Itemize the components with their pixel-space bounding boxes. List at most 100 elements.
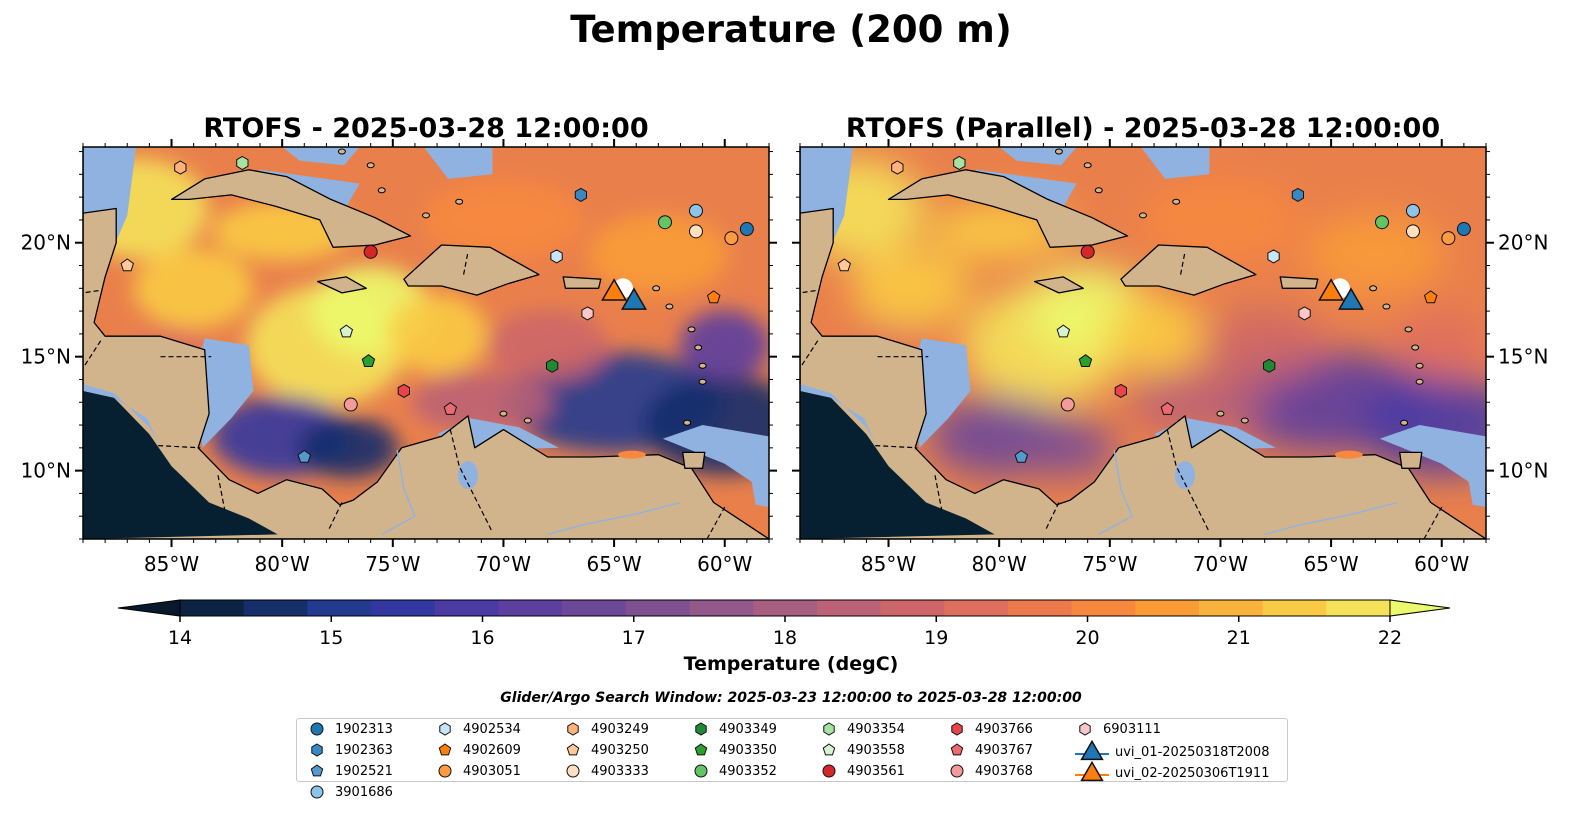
legend-item-4903768: 4903768 xyxy=(947,762,1033,780)
pentagon-marker-icon xyxy=(694,743,708,756)
argo-marker-4903349 xyxy=(546,358,559,373)
hexagon-marker-icon xyxy=(567,722,579,736)
colorbar-segment xyxy=(1262,600,1327,616)
argo-marker-4903349 xyxy=(1263,358,1276,373)
colorbar-segment xyxy=(1007,600,1073,616)
legend-label: 4903766 xyxy=(975,721,1033,737)
colorbar-segment xyxy=(434,600,499,616)
colorbar-tick-label: 16 xyxy=(470,627,495,649)
argo-marker-3901686 xyxy=(688,203,703,218)
argo-marker-1902521 xyxy=(297,449,312,463)
legend-item-uvi_01-20250318T2008: uvi_01-20250318T2008 xyxy=(1075,739,1270,763)
colorbar-tick-label: 17 xyxy=(621,627,646,649)
legend-label: 4902534 xyxy=(463,721,521,737)
legend-label: 4903352 xyxy=(719,763,777,779)
lon-tick-label: 80°W xyxy=(255,552,310,576)
argo-marker-1902313 xyxy=(739,222,754,237)
argo-marker-1902521 xyxy=(1014,449,1029,463)
legend-item-4903767: 4903767 xyxy=(947,741,1033,759)
lat-tick-label: 20°N xyxy=(21,231,71,255)
legend-item-4902609: 4902609 xyxy=(435,741,521,759)
argo-marker-4903333 xyxy=(688,224,703,239)
legend-label: 4903768 xyxy=(975,763,1033,779)
colorbar-tick-label: 14 xyxy=(167,627,193,649)
legend-item-4903561: 4903561 xyxy=(819,762,905,780)
colorbar xyxy=(117,599,1451,622)
pentagon-marker-icon xyxy=(950,743,964,756)
pacific-deep-water xyxy=(83,390,278,539)
colorbar-segment xyxy=(816,600,882,616)
colorbar-segment xyxy=(689,600,754,616)
nicaragua-shelf xyxy=(910,338,971,448)
colorbar-tick-label: 20 xyxy=(1075,627,1100,649)
argo-marker-4902534 xyxy=(1267,249,1280,264)
lon-tick-label: 60°W xyxy=(1414,552,1469,576)
argo-marker-4903558 xyxy=(339,324,354,338)
argo-marker-4903051 xyxy=(724,231,739,246)
hexagon-marker-icon xyxy=(951,722,963,736)
glider-marker-uvi_01-20250318T2008 xyxy=(620,287,648,310)
legend-item-3901686: 3901686 xyxy=(307,783,393,801)
argo-marker-4903249 xyxy=(174,160,187,175)
argo-marker-4903767 xyxy=(443,401,458,415)
argo-marker-4903561 xyxy=(363,244,378,259)
lon-tick-label: 85°W xyxy=(861,552,916,576)
argo-marker-4903352 xyxy=(1374,215,1389,230)
circle-marker-icon xyxy=(822,764,836,778)
argo-marker-4903766 xyxy=(1114,383,1127,398)
lon-tick-label: 65°W xyxy=(586,552,641,576)
pacific-deep-water xyxy=(800,390,995,539)
lat-tick-label: 20°N xyxy=(1498,231,1548,255)
argo-marker-4903352 xyxy=(657,215,672,230)
legend-item-4903250: 4903250 xyxy=(563,741,649,759)
lat-tick-label: 10°N xyxy=(1498,459,1548,483)
lat-tick-label: 10°N xyxy=(21,459,71,483)
colorbar-tick-label: 15 xyxy=(319,627,344,649)
legend-item-4903558: 4903558 xyxy=(819,741,905,759)
argo-marker-4903249 xyxy=(891,160,904,175)
argo-marker-4903766 xyxy=(397,383,410,398)
lon-tick-label: 70°W xyxy=(476,552,531,576)
lon-tick-label: 85°W xyxy=(144,552,199,576)
search-window-caption: Glider/Argo Search Window: 2025-03-23 12… xyxy=(500,690,1082,706)
lat-tick-label: 15°N xyxy=(1498,345,1548,369)
legend-label: 4903333 xyxy=(591,763,649,779)
colorbar-segment xyxy=(1326,600,1391,616)
argo-marker-4903768 xyxy=(1060,397,1075,412)
legend-label: 4903354 xyxy=(847,721,905,737)
triangle-marker-icon xyxy=(1075,739,1109,761)
triangle-marker-icon xyxy=(1075,760,1109,782)
map-frame xyxy=(82,146,770,540)
legend-label: 4903051 xyxy=(463,763,521,779)
legend-item-4903766: 4903766 xyxy=(947,720,1033,738)
legend-item-4903354: 4903354 xyxy=(819,720,905,738)
argo-marker-1902363 xyxy=(574,187,587,202)
legend: 1902313 1902363 1902521 3901686 4902534 49026… xyxy=(296,718,1288,800)
colorbar-under-extension xyxy=(117,599,181,617)
colorbar-tick-label: 21 xyxy=(1226,627,1251,649)
circle-marker-icon xyxy=(566,764,580,778)
argo-marker-1902313 xyxy=(1456,222,1471,237)
lat-tick-label: 15°N xyxy=(21,345,71,369)
glider-marker-uvi_01-20250318T2008 xyxy=(1337,287,1365,310)
argo-marker-6903111 xyxy=(1298,306,1311,321)
legend-item-4903249: 4903249 xyxy=(563,720,649,738)
argo-marker-4903051 xyxy=(1441,231,1456,246)
argo-marker-4902609 xyxy=(706,290,721,304)
map-frame xyxy=(799,146,1487,540)
legend-item-4903349: 4903349 xyxy=(691,720,777,738)
colorbar-segment xyxy=(880,600,945,616)
lon-tick-label: 75°W xyxy=(1082,552,1137,576)
legend-label: 4903350 xyxy=(719,742,777,758)
legend-item-6903111: 6903111 xyxy=(1075,720,1161,738)
colorbar-tick-label: 22 xyxy=(1377,627,1403,649)
circle-marker-icon xyxy=(694,764,708,778)
lon-tick-label: 65°W xyxy=(1303,552,1358,576)
legend-label: 4903558 xyxy=(847,742,905,758)
argo-marker-4903354 xyxy=(953,155,966,171)
lon-tick-label: 60°W xyxy=(697,552,752,576)
legend-item-4903333: 4903333 xyxy=(563,762,649,780)
colorbar-segment xyxy=(1135,600,1200,616)
legend-label: uvi_01-20250318T2008 xyxy=(1115,744,1270,760)
pentagon-marker-icon xyxy=(310,764,324,777)
